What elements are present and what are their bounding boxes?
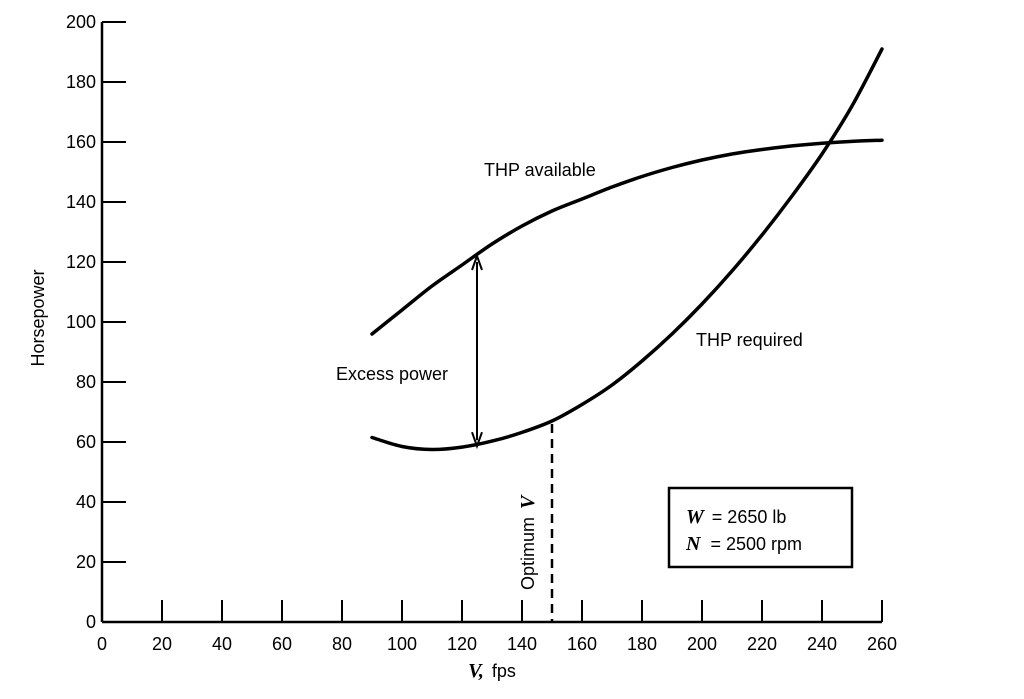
y-ticks: 0 20 40 60 80 100 120 140 160 180 200 [66, 12, 126, 632]
x-tick-label: 140 [507, 634, 537, 654]
x-tick-label: 200 [687, 634, 717, 654]
x-ticks: 0 20 40 60 80 100 120 140 160 180 200 220 240 260 [97, 600, 897, 654]
series-line-thp-available [370, 138, 884, 336]
optimum-text: Optimum [518, 517, 538, 590]
y-tick-label: 80 [76, 372, 96, 392]
params-box-frame [667, 486, 854, 569]
y-tick-label: 20 [76, 552, 96, 572]
excess-power-arrow [471, 253, 483, 450]
x-tick-label: 260 [867, 634, 897, 654]
excess-power-arrowhead-top [471, 253, 483, 271]
param-rpm-variable: N [685, 533, 702, 555]
optimum-variable: V [517, 494, 539, 509]
y-tick-label: 180 [66, 72, 96, 92]
y-tick-label: 40 [76, 492, 96, 512]
param-weight: W = 2650 lb [686, 506, 786, 528]
x-tick-label: 180 [627, 634, 657, 654]
series-line-thp-required [370, 47, 884, 452]
x-tick-label: 40 [212, 634, 232, 654]
y-tick-label: 100 [66, 312, 96, 332]
x-tick-label: 240 [807, 634, 837, 654]
optimum-label: Optimum V [517, 494, 539, 590]
y-tick-label: 200 [66, 12, 96, 32]
x-tick-label: 220 [747, 634, 777, 654]
x-axis-variable: V, [468, 660, 484, 682]
x-axis-unit: fps [492, 661, 516, 681]
x-tick-label: 80 [332, 634, 352, 654]
x-tick-label: 20 [152, 634, 172, 654]
x-tick-label: 60 [272, 634, 292, 654]
x-tick-label: 120 [447, 634, 477, 654]
y-tick-label: 160 [66, 132, 96, 152]
excess-power-arrowhead-bottom [471, 431, 483, 450]
param-rpm: N = 2500 rpm [685, 533, 802, 555]
x-axis-title: V, fps [468, 660, 516, 682]
y-tick-label: 0 [86, 612, 96, 632]
excess-power-label: Excess power [336, 364, 448, 384]
y-tick-label: 140 [66, 192, 96, 212]
param-weight-variable: W [686, 506, 705, 528]
series-label-thp-required: THP required [696, 330, 803, 350]
series-label-thp-available: THP available [484, 160, 596, 180]
y-tick-label: 60 [76, 432, 96, 452]
x-tick-label: 0 [97, 634, 107, 654]
y-axis-title: Horsepower [28, 269, 48, 366]
params-box: W = 2650 lb N = 2500 rpm [667, 486, 854, 569]
axes [100, 22, 882, 624]
x-tick-label: 160 [567, 634, 597, 654]
x-tick-label: 100 [387, 634, 417, 654]
y-tick-label: 120 [66, 252, 96, 272]
param-rpm-value: = 2500 rpm [710, 534, 802, 554]
param-weight-value: = 2650 lb [712, 507, 787, 527]
series-layer [370, 47, 884, 452]
